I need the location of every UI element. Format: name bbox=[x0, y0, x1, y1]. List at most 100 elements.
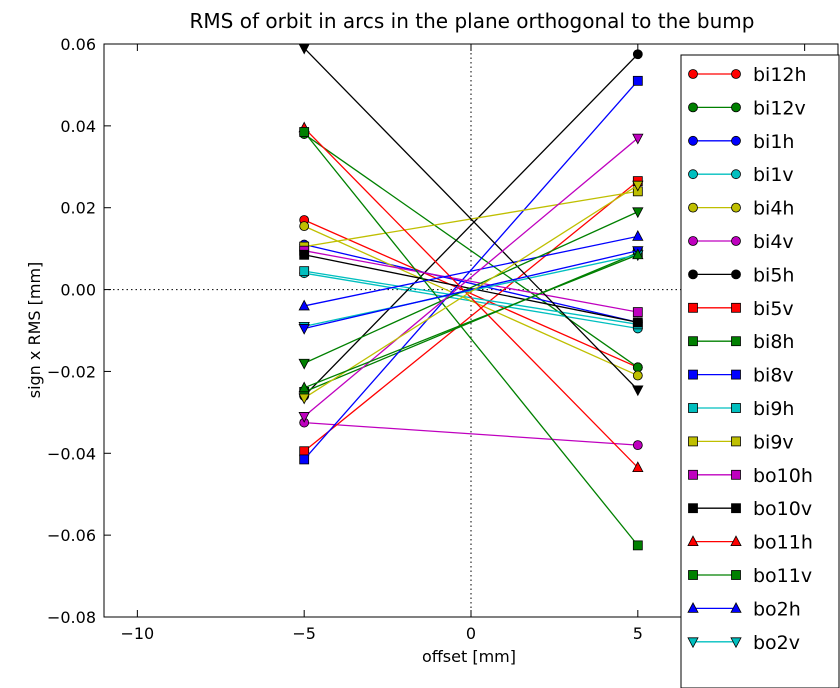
x-tick-label: 5 bbox=[633, 624, 643, 643]
y-axis-label: sign x RMS [mm] bbox=[25, 262, 44, 399]
legend-item-bi12h: bi12h bbox=[688, 64, 807, 86]
series-line-bi8h bbox=[303, 252, 639, 393]
legend-label: bo10h bbox=[753, 465, 813, 487]
series-bi4h bbox=[299, 221, 643, 381]
data-point-bi5h-2 bbox=[632, 49, 643, 60]
data-point-bi8v-1 bbox=[299, 454, 310, 465]
series-line-bo10v bbox=[304, 254, 638, 323]
data-point-unlabeled-21-1 bbox=[298, 412, 310, 423]
series-unlabeled-24 bbox=[298, 248, 644, 393]
series-bi1h bbox=[299, 239, 643, 328]
legend-marker bbox=[688, 102, 698, 113]
series-line-bi4v bbox=[304, 421, 638, 446]
legend-marker bbox=[731, 269, 741, 280]
series-line-bi12v bbox=[303, 133, 639, 368]
legend-marker bbox=[688, 469, 698, 480]
y-tick-label: −0.02 bbox=[47, 362, 96, 381]
series-bo11v bbox=[299, 127, 643, 551]
data-point-bo2h-1 bbox=[298, 299, 310, 311]
data-point-unlabeled-23-2 bbox=[632, 180, 644, 192]
legend-item-bo10v: bo10v bbox=[688, 498, 812, 520]
series-line-bi5v bbox=[303, 180, 639, 452]
data-point-bi8v-2 bbox=[632, 75, 643, 86]
legend: bi12h bi12v bi1h bi1v bi4h bi4v bi5h bi5v bi8h bi… bbox=[680, 54, 840, 688]
series-line-bo11v bbox=[303, 131, 639, 546]
legend-item-bi5v: bi5v bbox=[688, 298, 794, 320]
data-point-unlabeled-22-1 bbox=[298, 324, 310, 335]
legend-item-bi9h: bi9h bbox=[688, 398, 794, 420]
data-point-bo11v-1 bbox=[299, 127, 310, 137]
data-point-bo10v-2 bbox=[632, 317, 643, 328]
series-unlabeled-19 bbox=[298, 44, 644, 397]
y-tick-label: −0.06 bbox=[47, 526, 96, 545]
series-line-bo11h bbox=[303, 127, 639, 469]
data-point-unlabeled-24-1 bbox=[298, 381, 310, 393]
legend-marker bbox=[731, 202, 741, 213]
legend-label: bi5h bbox=[753, 264, 794, 286]
series-unlabeled-23 bbox=[298, 180, 644, 405]
series-bo2h bbox=[298, 230, 644, 311]
data-point-bi4v-2 bbox=[632, 440, 643, 451]
y-tick-label: 0.04 bbox=[60, 117, 96, 136]
legend-label: bi4h bbox=[753, 198, 794, 220]
series-line-unlabeled-20 bbox=[303, 211, 639, 364]
legend-marker bbox=[688, 236, 698, 246]
series-unlabeled-22 bbox=[298, 246, 644, 335]
legend-marker bbox=[688, 436, 698, 447]
legend-marker bbox=[688, 202, 698, 213]
legend-label: bi1h bbox=[753, 131, 794, 153]
legend-marker bbox=[731, 302, 741, 313]
data-point-bo11v-2 bbox=[632, 540, 643, 551]
y-tick-label: 0.06 bbox=[60, 35, 96, 54]
legend-marker bbox=[731, 503, 741, 514]
axis-ticks: −10−505100.060.040.020.00−0.02−0.04−0.06… bbox=[47, 35, 838, 643]
legend-box bbox=[680, 54, 840, 688]
legend-item-bi4v: bi4v bbox=[688, 231, 794, 253]
legend-marker bbox=[687, 602, 699, 613]
legend-marker bbox=[731, 102, 741, 113]
legend-marker bbox=[731, 403, 741, 413]
legend-item-bi8v: bi8v bbox=[688, 365, 794, 387]
legend-marker bbox=[688, 336, 698, 347]
data-point-bo11h-2 bbox=[632, 461, 644, 473]
series-line-unlabeled-19 bbox=[303, 47, 639, 391]
series-line-unlabeled-22 bbox=[304, 250, 638, 330]
legend-item-bi12v: bi12v bbox=[688, 97, 806, 119]
data-point-bo2h-2 bbox=[632, 230, 644, 241]
data-point-bo10v-1 bbox=[299, 249, 310, 260]
legend-label: bi4v bbox=[753, 231, 794, 253]
legend-marker bbox=[731, 169, 741, 180]
legend-item-bi5h: bi5h bbox=[688, 264, 794, 286]
legend-marker bbox=[730, 535, 742, 546]
legend-marker bbox=[731, 336, 741, 347]
legend-item-bi1v: bi1v bbox=[688, 164, 794, 186]
legend-item-bo2v: bo2v bbox=[687, 632, 800, 654]
chart-title: RMS of orbit in arcs in the plane orthog… bbox=[190, 9, 755, 33]
legend-item-bi8h: bi8h bbox=[688, 331, 794, 353]
series-line-bi5h bbox=[303, 53, 639, 397]
legend-marker bbox=[687, 535, 699, 546]
x-tick-label: 0 bbox=[466, 624, 476, 643]
legend-marker bbox=[688, 302, 698, 313]
legend-label: bi12h bbox=[753, 64, 807, 86]
legend-item-bo11h: bo11h bbox=[687, 532, 813, 554]
legend-marker bbox=[688, 369, 698, 380]
legend-label: bo2v bbox=[753, 632, 800, 654]
legend-label: bi9v bbox=[753, 431, 794, 453]
data-point-unlabeled-20-1 bbox=[298, 358, 310, 370]
data-point-bi4h-1 bbox=[299, 221, 310, 232]
legend-item-bi4h: bi4h bbox=[688, 198, 794, 220]
y-tick-label: −0.04 bbox=[47, 444, 96, 463]
legend-marker bbox=[688, 69, 698, 79]
series-line-bo2v bbox=[304, 254, 638, 328]
series-line-unlabeled-21 bbox=[303, 137, 639, 417]
legend-label: bo11v bbox=[753, 565, 812, 587]
y-tick-label: −0.08 bbox=[47, 608, 96, 627]
legend-item-bo2h: bo2h bbox=[687, 598, 801, 620]
series-line-unlabeled-24 bbox=[303, 254, 639, 389]
legend-marker bbox=[688, 269, 698, 280]
x-axis-label: offset [mm] bbox=[422, 647, 516, 666]
data-point-unlabeled-24-2 bbox=[632, 248, 644, 260]
legend-item-bi1h: bi1h bbox=[688, 131, 794, 153]
